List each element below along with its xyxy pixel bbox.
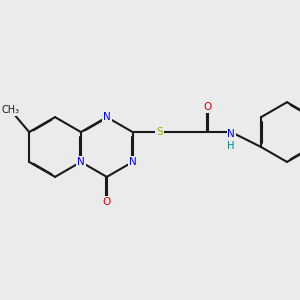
Text: CH₃: CH₃: [1, 105, 20, 115]
Text: N: N: [129, 157, 136, 167]
Text: N: N: [77, 157, 85, 167]
Text: S: S: [156, 127, 163, 137]
Text: N: N: [103, 112, 111, 122]
Text: O: O: [203, 102, 212, 112]
Text: H: H: [227, 141, 235, 152]
Text: O: O: [103, 197, 111, 207]
Text: N: N: [227, 129, 235, 139]
